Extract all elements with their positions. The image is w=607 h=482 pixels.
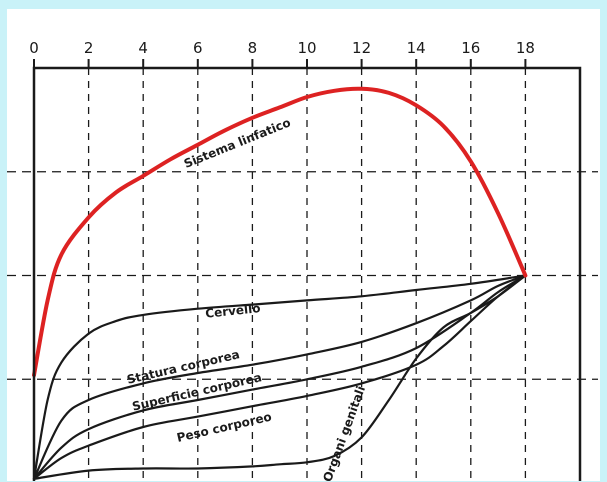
series-lines (32, 86, 528, 480)
x-tick-label: 16 (461, 39, 480, 57)
x-tick-label: 10 (297, 39, 316, 57)
curve-label-body-weight: Peso corporeo (175, 410, 273, 445)
growth-chart: 0 2 4 6 8 10 12 14 16 18 Sistema linfatico Cervell… (7, 9, 600, 481)
curve-label-genital-organs: Organi genitali (320, 384, 368, 481)
series-line-genital-organs (32, 274, 527, 480)
x-tick-label: 0 (29, 39, 39, 57)
chart-plot: 0 2 4 6 8 10 12 14 16 18 Sistema linfaticoCervell… (7, 39, 598, 481)
x-tick-label: 8 (248, 39, 258, 57)
grid-lines (7, 68, 598, 481)
x-tick-labels: 0 2 4 6 8 10 12 14 16 18 (29, 39, 535, 68)
plot-border (32, 66, 582, 481)
x-tick-label: 14 (407, 39, 426, 57)
series-line-body-surface (32, 274, 527, 480)
series-line-body-weight (32, 274, 527, 480)
series-line-lymphatic-system (32, 86, 528, 378)
x-tick-label: 4 (138, 39, 148, 57)
series-line-body-height (32, 274, 527, 480)
x-tick-label: 12 (352, 39, 371, 57)
x-tick-label: 18 (516, 39, 535, 57)
series-line-brain (32, 274, 527, 480)
x-tick-label: 2 (84, 39, 94, 57)
x-tick-label: 6 (193, 39, 203, 57)
curve-label-brain: Cervello (205, 301, 261, 321)
